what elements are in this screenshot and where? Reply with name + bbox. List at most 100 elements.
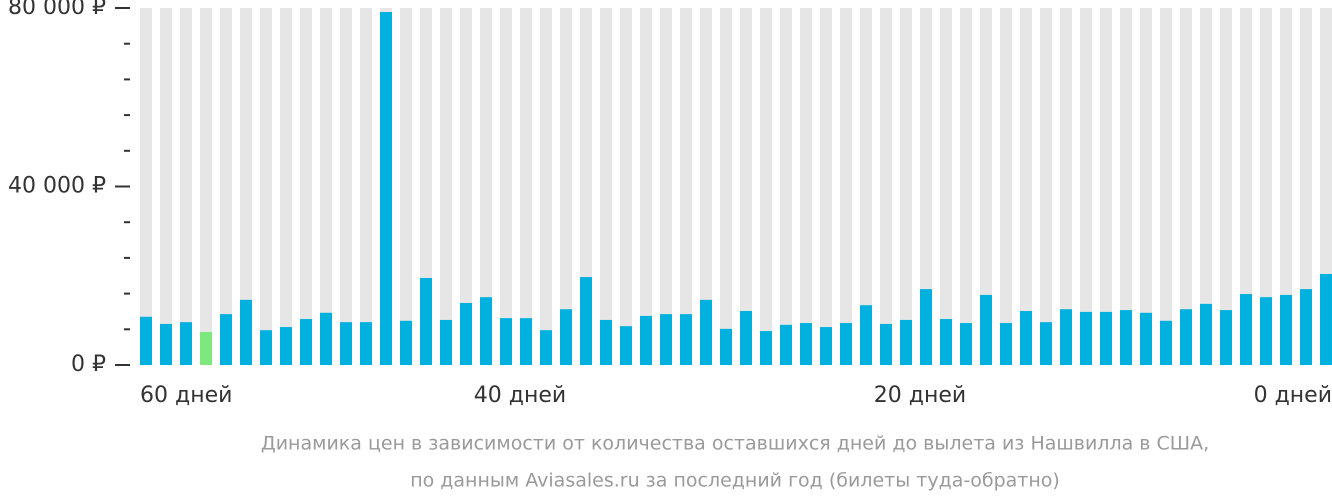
bar-background [560,8,572,365]
bar-background [220,8,232,365]
bar-background [720,8,732,365]
bar [840,323,852,365]
bar [960,323,972,365]
bar-background [1060,8,1072,365]
bar-background [980,8,992,365]
bar-background [420,8,432,365]
bar [280,327,292,365]
bar-background [1180,8,1192,365]
bar [260,330,272,365]
bar-background [1240,8,1252,365]
bar-background [540,8,552,365]
bar-background [1100,8,1112,365]
bar [720,328,732,365]
bar [500,318,512,365]
bar-background [1160,8,1172,365]
bar-background [920,8,932,365]
bar [420,277,432,365]
bar-background [1020,8,1032,365]
bar [380,12,392,366]
bar-background [480,8,492,365]
bar-background [500,8,512,365]
bar-background [340,8,352,365]
caption: по данным Aviasales.ru за последний год … [410,470,1060,492]
bar-background [140,8,152,365]
bar-background [900,8,912,365]
bar [340,322,352,365]
bar [920,289,932,365]
bar-background [1220,8,1232,365]
bar-background [320,8,332,365]
bar [880,323,892,365]
bar [1320,273,1332,365]
bar-background [840,8,852,365]
bar-background [660,8,672,365]
bar [620,326,632,365]
bar [1300,289,1312,365]
bar-background [620,8,632,365]
bar [1080,311,1092,365]
bar-background [1080,8,1092,365]
caption: Динамика цен в зависимости от количества… [261,433,1209,455]
bar [200,331,212,365]
y-tick-label: 80 000 ₽ [8,0,106,20]
bar-background [360,8,372,365]
bar [940,319,952,365]
bar [1220,310,1232,365]
bar-background [1200,8,1212,365]
bar [1000,323,1012,365]
bar [680,314,692,365]
bar-background [460,8,472,365]
bar-background [200,8,212,365]
y-tick-label: 0 ₽ [71,352,106,377]
x-tick-label: 0 дней [1254,383,1332,408]
bar [740,311,752,365]
bar-background [180,8,192,365]
bar-background [940,8,952,365]
bar [1020,311,1032,365]
bar [980,294,992,365]
bar [1060,309,1072,365]
bar [160,323,172,365]
bar-background [160,8,172,365]
bar-background [820,8,832,365]
bar-background [1000,8,1012,365]
x-tick-label: 40 дней [474,383,566,408]
bar [1120,310,1132,365]
bar-background [520,8,532,365]
bar [220,314,232,365]
bar [560,309,572,365]
bar [700,299,712,365]
bar-background [1300,8,1312,365]
bar-background [780,8,792,365]
bar [400,320,412,365]
bar [460,302,472,365]
bar [800,323,812,365]
bar-background [440,8,452,365]
bar-background [1260,8,1272,365]
bar [640,315,652,365]
bar [580,277,592,365]
bar-background [880,8,892,365]
bar [820,327,832,365]
bar [900,319,912,365]
bar [860,305,872,365]
bar-background [800,8,812,365]
y-tick-label: 40 000 ₽ [8,174,106,199]
bar-background [700,8,712,365]
bar-background [1140,8,1152,365]
bar [1180,309,1192,365]
bar-background [240,8,252,365]
bar-background [680,8,692,365]
bar [140,316,152,365]
bar-background [1120,8,1132,365]
bar [1160,320,1172,365]
bar-background [640,8,652,365]
bar [520,318,532,365]
bar-background [960,8,972,365]
bar-background [260,8,272,365]
bar [600,319,612,365]
bar [300,319,312,365]
